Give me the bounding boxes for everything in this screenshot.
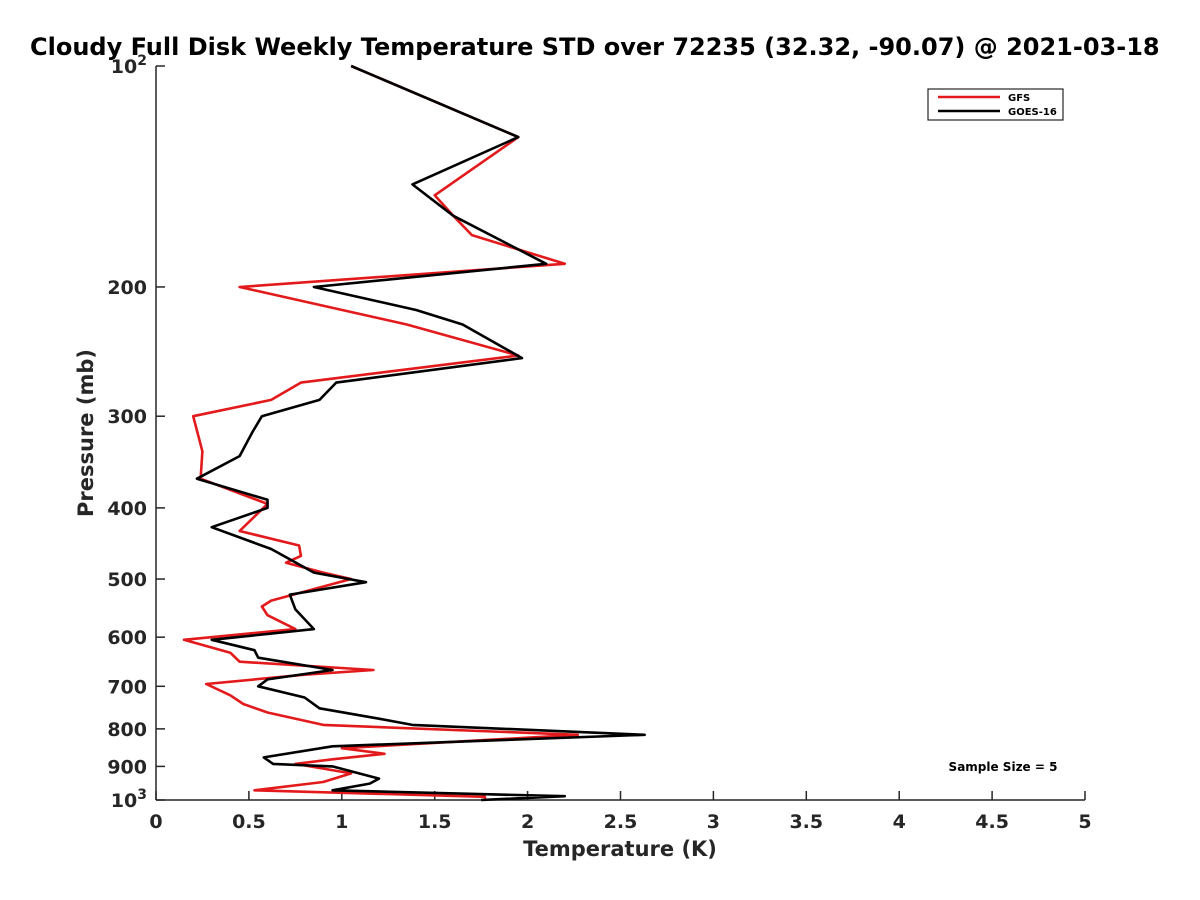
y-tick-label: 200 [107, 277, 147, 299]
y-tick-label: 600 [107, 627, 147, 649]
x-tick-label: 2.5 [604, 811, 638, 833]
y-tick-label: 102 [111, 53, 147, 78]
chart-title: Cloudy Full Disk Weekly Temperature STD … [30, 33, 1160, 61]
series-line-gfs [182, 64, 580, 800]
x-tick-label: 2 [521, 811, 534, 833]
y-tick-label: 500 [107, 569, 147, 591]
y-tick-label: 900 [107, 756, 147, 778]
legend-label: GFS [1008, 93, 1030, 104]
series-line-goes-16 [195, 64, 647, 802]
x-axis-ticks: 0 0.5 1 1.5 2 2.5 3 3.5 4 4.5 5 [149, 791, 1092, 833]
legend-box [927, 88, 1064, 121]
x-tick-label: 4.5 [975, 811, 1009, 833]
x-axis-label: Temperature (K) [523, 837, 717, 861]
y-tick-exponent: 2 [137, 53, 147, 69]
y-tick-label: 300 [107, 406, 147, 428]
x-tick-label: 0 [149, 811, 162, 833]
legend: GFS GOES-16 [927, 88, 1064, 121]
y-axis-label: Pressure (mb) [74, 349, 98, 517]
legend-label: GOES-16 [1008, 107, 1057, 118]
y-tick-base: 10 [111, 56, 137, 78]
x-tick-label: 1.5 [418, 811, 452, 833]
y-tick-label: 400 [107, 498, 147, 520]
y-tick-exponent: 3 [137, 787, 147, 803]
x-tick-label: 0.5 [232, 811, 266, 833]
y-tick-base: 10 [111, 790, 137, 812]
x-tick-label: 3 [707, 811, 720, 833]
x-tick-label: 3.5 [789, 811, 823, 833]
y-tick-label: 700 [107, 676, 147, 698]
x-tick-label: 5 [1078, 811, 1091, 833]
y-tick-label: 800 [107, 719, 147, 741]
series-layer [182, 64, 647, 802]
x-tick-label: 4 [893, 811, 906, 833]
axes [155, 66, 1085, 801]
x-tick-label: 1 [335, 811, 348, 833]
y-tick-label: 103 [111, 787, 147, 812]
sample-size-annotation: Sample Size = 5 [949, 760, 1058, 774]
